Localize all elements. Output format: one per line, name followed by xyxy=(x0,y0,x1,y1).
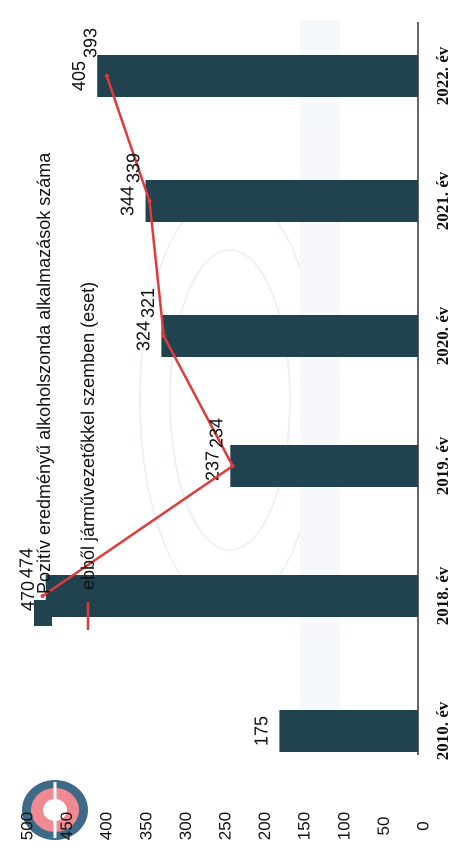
line-value-label: 339 xyxy=(124,153,144,183)
legend-bar-label: Pozitív eredményű alkoholszonda alkalmaz… xyxy=(34,152,54,594)
bar xyxy=(161,315,418,357)
bar-value-label: 344 xyxy=(118,186,138,216)
category-tick-label: 2021. év xyxy=(433,171,452,230)
line-point xyxy=(230,464,235,468)
value-tick-label: 200 xyxy=(255,812,274,840)
line-value-labels: 474 234 321 339 393 xyxy=(17,28,227,578)
line-series xyxy=(40,74,235,598)
category-tick-label: 2010. év xyxy=(433,701,452,760)
value-axis-ticks: 0 50 100 150 200 250 300 350 400 450 500 xyxy=(17,812,432,840)
line-value-label: 321 xyxy=(138,288,158,318)
line-point xyxy=(161,334,166,338)
line-value-label: 234 xyxy=(207,418,227,448)
value-tick-label: 400 xyxy=(97,812,116,840)
value-tick-label: 150 xyxy=(295,812,314,840)
bar-value-label: 470 xyxy=(18,581,38,611)
category-tick-label: 2019. év xyxy=(433,436,452,495)
line-point xyxy=(147,199,152,203)
value-tick-label: 50 xyxy=(374,817,393,836)
bar-value-labels: 175 470 237 324 344 405 xyxy=(18,61,272,746)
bar-value-label: 324 xyxy=(133,321,153,351)
legend-bar-swatch xyxy=(34,600,52,626)
category-tick-label: 2020. év xyxy=(433,306,452,365)
legend-line-label: ebből járművezetőkkel szemben (eset) xyxy=(78,282,98,590)
bar xyxy=(45,575,418,617)
police-emblem-logo xyxy=(22,780,88,840)
value-tick-label: 300 xyxy=(176,812,195,840)
bar-series xyxy=(45,55,419,752)
bar xyxy=(97,55,419,97)
value-tick-label: 0 xyxy=(413,821,432,830)
line-value-label: 393 xyxy=(81,28,101,58)
value-tick-label: 100 xyxy=(334,812,353,840)
value-tick-label: 250 xyxy=(215,812,234,840)
category-tick-label: 2022. év xyxy=(433,46,452,105)
legend: Pozitív eredményű alkoholszonda alkalmaz… xyxy=(34,152,98,630)
value-tick-label: 500 xyxy=(17,812,36,840)
bar xyxy=(145,180,418,222)
bar-value-label: 405 xyxy=(69,61,89,91)
line-value-label: 474 xyxy=(17,548,37,578)
value-tick-label: 450 xyxy=(57,812,76,840)
category-tick-label: 2018. év xyxy=(433,566,452,625)
bar-value-label: 175 xyxy=(251,716,271,746)
line-point xyxy=(104,74,109,78)
bar-value-label: 237 xyxy=(202,451,222,481)
line-point xyxy=(40,594,45,598)
bar xyxy=(279,710,418,752)
bar xyxy=(230,445,418,487)
category-axis-ticks: 2010. év 2018. év 2019. év 2020. év 2021. év… xyxy=(433,46,452,760)
value-tick-label: 350 xyxy=(136,812,155,840)
